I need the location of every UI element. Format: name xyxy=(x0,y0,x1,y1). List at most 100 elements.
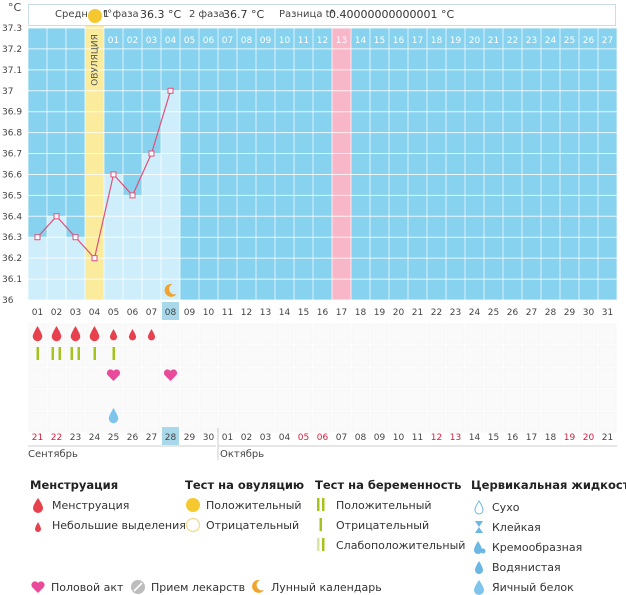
calendar-date-label: 30 xyxy=(203,433,215,443)
cycle-day-label: 14 xyxy=(279,308,291,318)
temperature-point xyxy=(91,255,98,262)
phase1-label: 1 фаза xyxy=(103,9,139,20)
top-day-label: 09 xyxy=(260,36,272,46)
dry-drop-icon xyxy=(474,500,484,515)
cycle-day-label: 25 xyxy=(488,308,499,318)
symbol-cell xyxy=(351,367,370,389)
calendar-date-label: 04 xyxy=(279,433,291,443)
top-day-label: 22 xyxy=(507,36,518,46)
symbol-cell xyxy=(237,389,256,411)
ovulation-column xyxy=(85,6,104,300)
symbol-cell xyxy=(427,411,446,433)
creamy-icon xyxy=(474,541,486,554)
legend-cervical-watery: Водянистая xyxy=(492,561,561,574)
y-tick-label: 36.3 xyxy=(2,233,22,243)
cycle-day-label: 22 xyxy=(431,308,442,318)
symbol-cell xyxy=(294,367,313,389)
symbol-cell xyxy=(503,367,522,389)
pregnancy-test-icon xyxy=(58,347,61,360)
temperature-area xyxy=(123,195,142,300)
calendar-date-label: 21 xyxy=(32,433,43,443)
cycle-day-label: 19 xyxy=(374,308,386,318)
symbol-cell xyxy=(199,345,218,367)
y-tick-label: 36.5 xyxy=(2,191,22,201)
y-tick-label: 36.6 xyxy=(2,170,22,180)
symbol-cell xyxy=(313,345,332,367)
symbol-cell xyxy=(560,367,579,389)
symbol-cell xyxy=(332,345,351,367)
cycle-day-label: 02 xyxy=(51,308,62,318)
symbol-cell xyxy=(560,389,579,411)
symbol-cell xyxy=(275,323,294,345)
symbol-cell xyxy=(142,389,161,411)
symbol-cell xyxy=(465,345,484,367)
symbol-cell xyxy=(541,323,560,345)
watery-drop-icon xyxy=(475,561,483,574)
calendar-date-label: 15 xyxy=(488,433,499,443)
symbol-cell xyxy=(446,389,465,411)
legend-cervical-title: Цервикальная жидкость xyxy=(471,478,626,492)
symbol-cell xyxy=(180,411,199,433)
month-label-september: Сентябрь xyxy=(28,449,78,460)
symbol-cell xyxy=(313,411,332,433)
temperature-point xyxy=(167,87,174,94)
calendar-date-label: 05 xyxy=(298,433,309,443)
symbol-cell xyxy=(142,367,161,389)
symbol-cell xyxy=(446,411,465,433)
symbol-cell xyxy=(237,411,256,433)
calendar-date-label: 29 xyxy=(184,433,196,443)
symbol-cell xyxy=(522,389,541,411)
symbol-cell xyxy=(218,345,237,367)
legend-medication: Прием лекарств xyxy=(151,581,246,594)
legend-cervical-eggwhite: Яичный белок xyxy=(492,581,574,594)
symbol-cell xyxy=(598,411,617,433)
cycle-day-label: 18 xyxy=(355,308,367,318)
ovulation-negative-icon xyxy=(185,517,201,533)
symbol-cell xyxy=(123,411,142,433)
calendar-date-label: 14 xyxy=(469,433,481,443)
calendar-date-label: 01 xyxy=(222,433,233,443)
temperature-area xyxy=(142,153,161,300)
symbol-cell xyxy=(47,367,66,389)
symbol-cell xyxy=(484,389,503,411)
cycle-day-label: 17 xyxy=(336,308,347,318)
temperature-area xyxy=(66,237,85,300)
calendar-date-label: 11 xyxy=(412,433,423,443)
cycle-day-label: 10 xyxy=(203,308,215,318)
calendar-date-label: 08 xyxy=(355,433,367,443)
symbol-cell xyxy=(199,367,218,389)
symbol-cell xyxy=(237,345,256,367)
calendar-date-label: 17 xyxy=(526,433,537,443)
cycle-day-label: 29 xyxy=(564,308,576,318)
legend-pregnancy-positive: Положительный xyxy=(336,499,432,512)
symbol-cell xyxy=(275,345,294,367)
temperature-line xyxy=(37,90,172,260)
symbol-cell xyxy=(446,323,465,345)
symbol-cell xyxy=(503,323,522,345)
pregnancy-negative-icon xyxy=(319,518,322,531)
cycle-day-label: 31 xyxy=(602,308,613,318)
small-drop-icon xyxy=(35,522,41,532)
top-day-label: 12 xyxy=(317,36,328,46)
y-tick-label: 36.9 xyxy=(2,108,22,118)
temperature-point xyxy=(148,150,155,157)
symbol-cell xyxy=(313,367,332,389)
legend-cervical-sticky: Клейкая xyxy=(492,521,541,534)
top-day-label: 16 xyxy=(393,36,405,46)
pregnancy-positive-icon xyxy=(317,498,325,511)
diff-value: 0.40000000000001 °C xyxy=(329,8,455,21)
menstruation-drop-icon xyxy=(33,498,43,513)
top-day-label: 15 xyxy=(374,36,385,46)
symbol-cell xyxy=(28,389,47,411)
month-label-october: Октябрь xyxy=(220,449,264,460)
current-date-highlight xyxy=(162,427,179,445)
symbol-cell xyxy=(389,411,408,433)
symbol-cell xyxy=(47,345,66,367)
temperature-point xyxy=(110,171,117,178)
menstruation-drop-icon xyxy=(89,326,100,342)
calendar-date-label: 06 xyxy=(317,433,329,443)
symbol-cell xyxy=(28,411,47,433)
symbol-cell xyxy=(598,389,617,411)
calendar-date-label: 13 xyxy=(450,433,461,443)
symbol-cell xyxy=(484,345,503,367)
